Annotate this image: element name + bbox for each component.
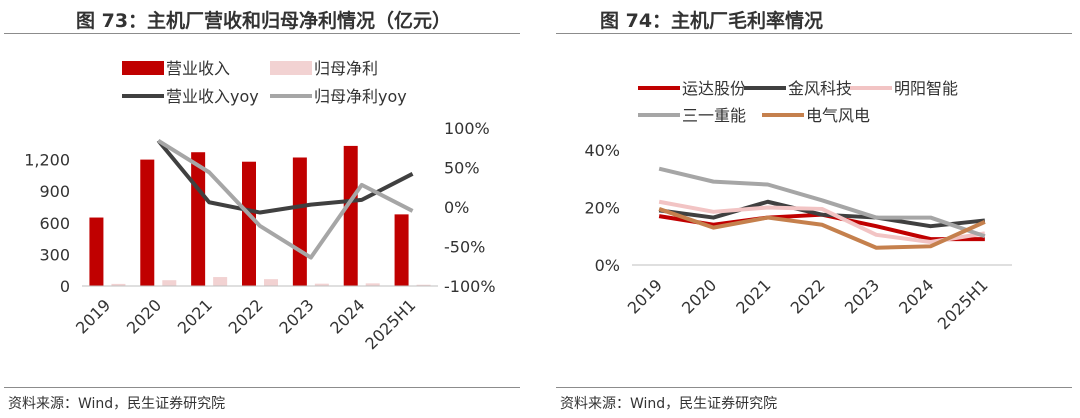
right-axis-tick-label: -100% <box>444 277 496 296</box>
y-axis-tick-label: 0% <box>595 256 620 275</box>
right-source-divider <box>556 387 1072 388</box>
legend-revenue-label: 营业收入 <box>166 59 230 78</box>
right-axis-tick-label: 100% <box>444 119 490 138</box>
left-panel: 图 73：主机厂营收和归母净利情况（亿元） 0 300 600 900 1,200 -10… <box>0 0 528 418</box>
net-profit-bar <box>314 283 329 286</box>
left-axis-tick-label: 1,200 <box>24 151 70 170</box>
x-axis-tick-label: 2022 <box>787 275 829 317</box>
revenue-bar <box>140 159 155 286</box>
right-source-note: 资料来源：Wind，民生证券研究院 <box>560 396 778 412</box>
x-axis-tick-label: 2023 <box>275 295 317 337</box>
x-axis-tick-label: 2022 <box>225 295 267 337</box>
net-profit-bar <box>213 277 228 286</box>
net-profit-yoy-line <box>157 138 414 260</box>
legend-shanghai-electric-label: 电气风电 <box>806 106 870 125</box>
shanghai-electric-line <box>658 207 986 250</box>
y-axis-tick-label: 20% <box>584 199 620 218</box>
legend-sany-label: 三一重能 <box>682 106 746 125</box>
left-chart-title: 图 73：主机厂营收和归母净利情况（亿元） <box>76 10 452 32</box>
left-source-divider <box>4 387 520 388</box>
left-title-divider <box>4 33 520 34</box>
legend-mingyang-label: 明阳智能 <box>894 79 958 98</box>
legend-yunda-label: 运达股份 <box>682 79 746 98</box>
right-chart-title: 图 74：主机厂毛利率情况 <box>600 10 824 32</box>
x-axis-tick-label: 2025H1 <box>934 275 992 333</box>
revenue-bar <box>343 145 358 286</box>
x-axis-tick-label: 2021 <box>732 275 774 317</box>
x-axis-tick-label: 2023 <box>841 275 883 317</box>
right-title-divider <box>556 33 1072 34</box>
x-axis-tick-label: 2020 <box>678 275 720 317</box>
revenue-bar <box>89 217 104 286</box>
net-profit-bar <box>365 283 380 286</box>
revenue-bar <box>191 152 206 286</box>
left-axis-tick-label: 300 <box>39 245 70 264</box>
right-axis-tick-label: -50% <box>444 238 485 257</box>
goldwind-line <box>658 199 986 229</box>
mingyang-line <box>658 199 986 244</box>
revenue-bar <box>394 214 409 286</box>
net-profit-bar <box>264 279 278 286</box>
net-profit-bar <box>416 284 431 286</box>
revenue-bar <box>242 161 256 286</box>
left-axis-tick-label: 600 <box>39 214 70 233</box>
net-profit-bar <box>111 283 126 286</box>
x-axis-tick-label: 2020 <box>123 295 165 337</box>
x-axis-tick-label: 2021 <box>174 295 216 337</box>
right-panel: 图 74：主机厂毛利率情况 0% 20% 40% 2019 2020 2021 2022 20… <box>552 0 1080 418</box>
right-axis-tick-label: 0% <box>444 198 469 217</box>
right-axis-tick-label: 50% <box>444 159 480 178</box>
legend-revenue-swatch <box>122 61 164 75</box>
x-axis-tick-label: 2019 <box>624 275 666 317</box>
revenue-yoy-line <box>156 139 414 215</box>
x-axis-tick-label: 2025H1 <box>361 295 419 353</box>
net-profit-bar <box>162 280 177 286</box>
left-axis-tick-label: 0 <box>60 277 70 296</box>
sany-line <box>658 166 986 239</box>
legend-goldwind-label: 金风科技 <box>788 79 852 98</box>
x-axis-tick-label: 2024 <box>895 275 937 317</box>
legend-net-profit-label: 归母净利 <box>314 59 378 78</box>
left-source-note: 资料来源：Wind，民生证券研究院 <box>8 396 226 412</box>
legend-net-profit-yoy-label: 归母净利yoy <box>314 87 407 106</box>
legend-revenue-yoy-label: 营业收入yoy <box>166 87 259 106</box>
legend-net-profit-swatch <box>270 61 312 75</box>
x-axis-tick-label: 2019 <box>72 295 114 337</box>
x-axis-tick-label: 2024 <box>326 295 368 337</box>
revenue-bar <box>292 157 307 286</box>
y-axis-tick-label: 40% <box>584 141 620 160</box>
left-axis-tick-label: 900 <box>39 182 70 201</box>
